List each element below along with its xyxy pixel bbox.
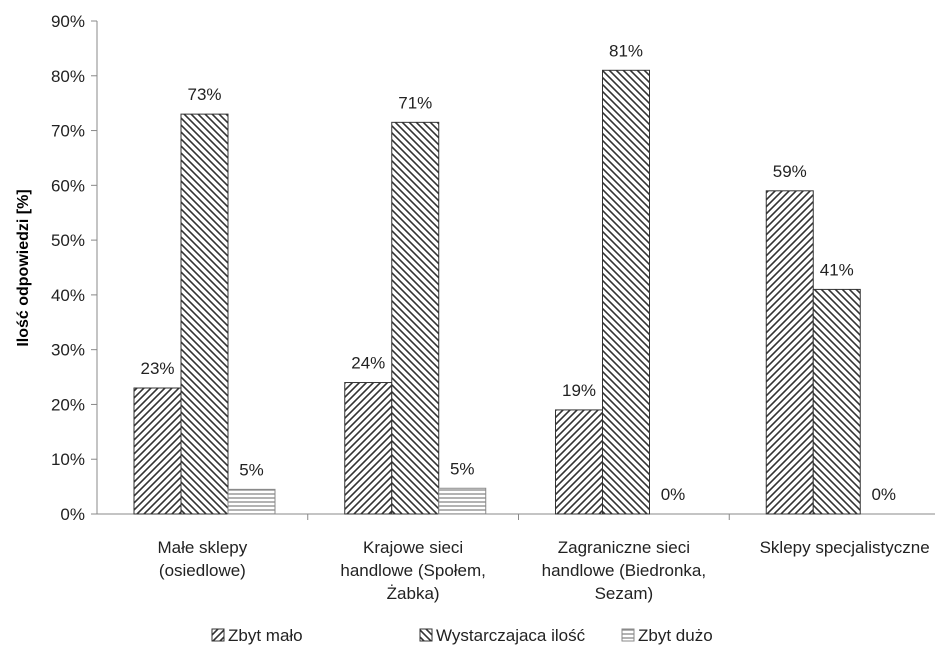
y-tick-label: 50% <box>51 231 85 250</box>
data-label-2-1: 5% <box>450 459 475 478</box>
legend-swatch-2 <box>621 628 635 642</box>
y-tick-label: 10% <box>51 450 85 469</box>
data-label-1-1: 71% <box>398 93 432 112</box>
y-tick-label: 80% <box>51 67 85 86</box>
data-label-2-3: 0% <box>871 485 896 504</box>
data-labels: 23% 24% 19% 59% 73% 71% 81% 41% 5% 5% 0% 0% <box>140 41 896 504</box>
data-label-0-0: 23% <box>140 359 174 378</box>
category-label-3: Sklepy specjalistyczne <box>760 538 930 557</box>
data-label-1-0: 73% <box>187 85 221 104</box>
data-label-1-2: 81% <box>609 41 643 60</box>
legend-label-0: Zbyt mało <box>228 626 303 645</box>
y-tick-label: 70% <box>51 122 85 141</box>
bar-0-3 <box>765 190 814 515</box>
category-label-1: Krajowe sieci handlowe (Społem, Żabka) <box>340 538 486 603</box>
bar-1-1 <box>391 121 440 515</box>
data-label-0-1: 24% <box>351 354 385 373</box>
legend-swatch-0 <box>211 628 225 642</box>
legend-swatch-1 <box>419 628 433 642</box>
y-tick-label: 90% <box>51 12 85 31</box>
bar-1-2 <box>602 69 650 515</box>
x-axis <box>97 513 935 520</box>
category-label-0: Małe sklepy (osiedlowe) <box>157 538 247 580</box>
y-tick-label: 60% <box>51 176 85 195</box>
bars <box>133 69 861 515</box>
bar-0-0 <box>133 387 182 515</box>
bar-2-1 <box>438 487 487 515</box>
y-tick-label: 30% <box>51 341 85 360</box>
data-label-0-3: 59% <box>773 162 807 181</box>
legend: Zbyt mało Wystarczajaca ilość Zbyt dużo <box>211 626 713 645</box>
bar-1-3 <box>812 288 861 515</box>
data-label-1-3: 41% <box>820 260 854 279</box>
data-label-2-0: 5% <box>239 460 264 479</box>
category-labels: Małe sklepy (osiedlowe) Krajowe sieci handl… <box>157 538 929 603</box>
y-tick-label: 20% <box>51 395 85 414</box>
legend-label-1: Wystarczajaca ilość <box>436 626 586 645</box>
legend-label-2: Zbyt dużo <box>638 626 713 645</box>
data-label-2-2: 0% <box>661 485 686 504</box>
bar-2-0 <box>227 488 276 515</box>
y-axis: 0% 10% 20% 30% 40% 50% 60% 70% 80% 90% <box>51 12 98 524</box>
y-axis-label: Ilość odpowiedzi [%] <box>15 189 32 346</box>
bar-0-1 <box>344 382 393 515</box>
y-tick-label: 40% <box>51 286 85 305</box>
category-label-2: Zagraniczne sieci handlowe (Biedronka, Sez… <box>542 538 706 603</box>
y-tick-label: 0% <box>60 505 85 524</box>
bar-1-0 <box>180 113 229 515</box>
bar-0-2 <box>555 409 603 515</box>
data-label-0-2: 19% <box>562 381 596 400</box>
